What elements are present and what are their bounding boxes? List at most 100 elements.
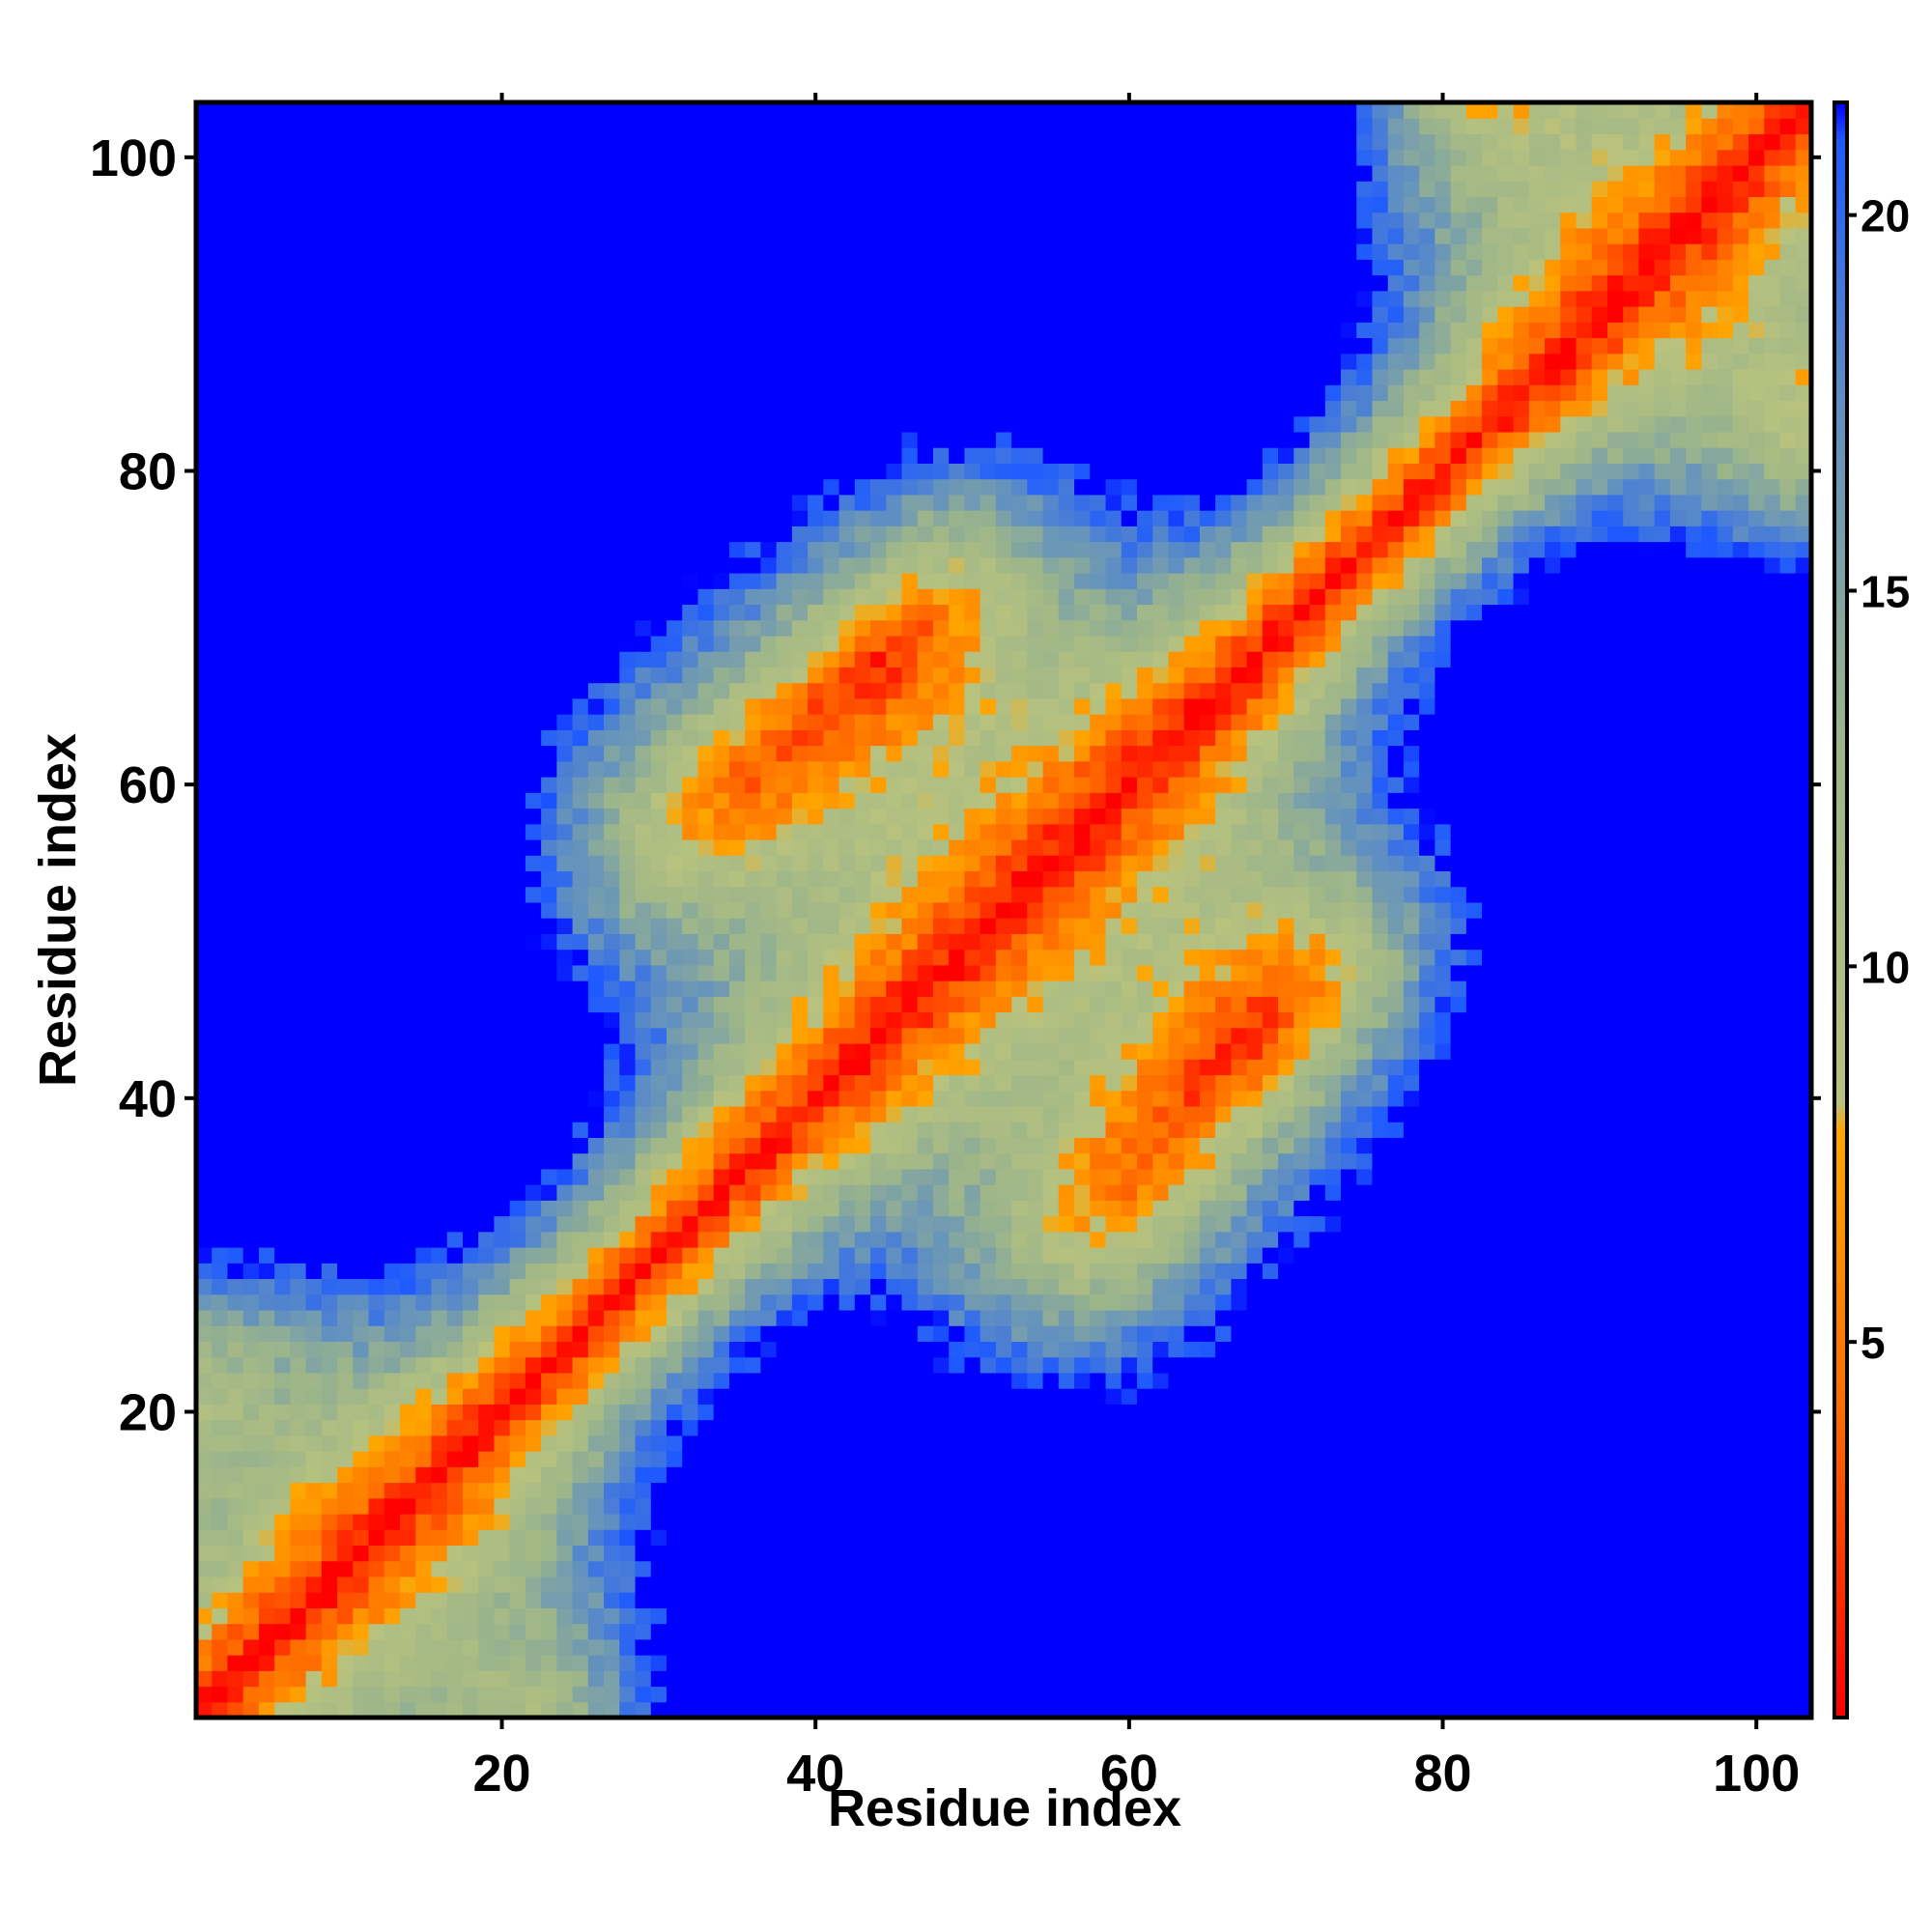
heatmap-cell	[478, 322, 496, 339]
heatmap-cell	[791, 1404, 809, 1421]
heatmap-cell	[290, 1231, 307, 1248]
heatmap-cell	[808, 667, 824, 684]
heatmap-cell	[556, 996, 574, 1013]
heatmap-cell	[932, 777, 950, 793]
heatmap-cell	[838, 980, 856, 997]
heatmap-cell	[478, 212, 496, 229]
heatmap-cell	[901, 1341, 919, 1358]
heatmap-cell	[384, 118, 401, 135]
heatmap-cell	[901, 996, 919, 1013]
heatmap-cell	[494, 1309, 511, 1326]
heatmap-cell	[917, 635, 934, 652]
heatmap-cell	[242, 510, 260, 526]
heatmap-cell	[494, 1059, 511, 1076]
heatmap-cell	[242, 463, 260, 480]
heatmap-cell	[838, 949, 856, 966]
heatmap-cell	[305, 181, 323, 197]
heatmap-cell	[242, 964, 260, 981]
heatmap-cell	[745, 1435, 761, 1452]
heatmap-cell	[556, 886, 574, 903]
heatmap-cell	[572, 1497, 589, 1515]
heatmap-cell	[290, 259, 307, 276]
heatmap-cell	[650, 259, 668, 276]
heatmap-cell	[823, 635, 840, 652]
heatmap-cell	[368, 1325, 385, 1342]
heatmap-cell	[886, 838, 903, 856]
heatmap-cell	[604, 604, 620, 621]
heatmap-cell	[321, 243, 338, 260]
heatmap-cell	[431, 102, 448, 119]
heatmap-cell	[932, 1655, 950, 1671]
heatmap-cell	[682, 1513, 699, 1530]
heatmap-cell	[760, 964, 778, 981]
heatmap-cell	[838, 1247, 856, 1264]
heatmap-cell	[290, 697, 307, 715]
heatmap-cell	[196, 541, 213, 558]
heatmap-cell	[400, 792, 416, 810]
heatmap-cell	[415, 1466, 433, 1484]
heatmap-cell	[525, 682, 542, 699]
heatmap-cell	[305, 1278, 323, 1295]
heatmap-cell	[258, 1482, 275, 1499]
heatmap-cell	[917, 1278, 934, 1295]
heatmap-cell	[212, 745, 229, 762]
heatmap-cell	[541, 760, 557, 778]
heatmap-cell	[509, 1638, 526, 1656]
heatmap-cell	[650, 823, 668, 840]
heatmap-cell	[635, 227, 652, 244]
heatmap-cell	[227, 1090, 244, 1107]
heatmap-cell	[242, 588, 260, 606]
heatmap-cell	[917, 494, 934, 511]
heatmap-cell	[462, 556, 479, 574]
heatmap-cell	[384, 149, 401, 166]
heatmap-cell	[305, 227, 323, 244]
heatmap-cell	[242, 494, 260, 511]
heatmap-cell	[478, 1356, 496, 1374]
heatmap-cell	[258, 1497, 275, 1515]
heatmap-cell	[321, 1011, 338, 1029]
heatmap-cell	[353, 322, 370, 339]
heatmap-cell	[760, 745, 778, 762]
heatmap-cell	[227, 1623, 244, 1640]
heatmap-cell	[541, 651, 557, 668]
heatmap-cell	[587, 1545, 605, 1562]
heatmap-cell	[242, 1152, 260, 1170]
heatmap-cell	[242, 1529, 260, 1547]
heatmap-cell	[650, 1638, 668, 1656]
heatmap-cell	[258, 1388, 275, 1405]
heatmap-cell	[525, 322, 542, 339]
heatmap-cell	[462, 1529, 479, 1547]
heatmap-cell	[258, 400, 275, 417]
heatmap-cell	[509, 792, 526, 810]
heatmap-cell	[305, 870, 323, 888]
heatmap-cell	[525, 1686, 542, 1703]
heatmap-cell	[196, 1263, 213, 1280]
heatmap-cell	[728, 400, 746, 417]
heatmap-cell	[494, 1356, 511, 1374]
heatmap-cell	[776, 792, 793, 810]
heatmap-cell	[572, 996, 589, 1013]
heatmap-cell	[478, 949, 496, 966]
heatmap-cell	[808, 431, 824, 448]
heatmap-cell	[196, 384, 213, 402]
heatmap-cell	[572, 1231, 589, 1248]
heatmap-cell	[808, 259, 824, 276]
heatmap-cell	[870, 823, 887, 840]
heatmap-cell	[242, 400, 260, 417]
heatmap-cell	[212, 1152, 229, 1170]
heatmap-cell	[823, 556, 840, 574]
heatmap-cell	[619, 337, 637, 355]
heatmap-cell	[838, 635, 856, 652]
heatmap-cell	[635, 667, 652, 684]
heatmap-cell	[384, 1466, 401, 1484]
heatmap-cell	[525, 745, 542, 762]
heatmap-cell	[650, 1042, 668, 1060]
heatmap-cell	[870, 1215, 887, 1233]
heatmap-cell	[541, 1137, 557, 1154]
heatmap-cell	[556, 1309, 574, 1326]
heatmap-cell	[462, 1309, 479, 1326]
heatmap-cell	[886, 1482, 903, 1499]
heatmap-cell	[917, 368, 934, 385]
heatmap-cell	[728, 1168, 746, 1185]
heatmap-cell	[415, 133, 433, 151]
